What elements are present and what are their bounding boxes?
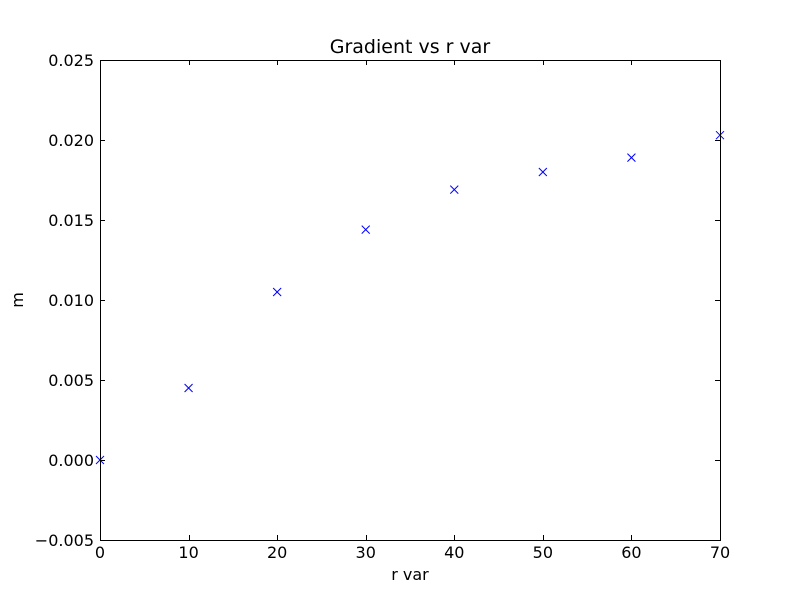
data-point: [627, 153, 636, 162]
data-point: [184, 383, 193, 393]
x-tick-label: 10: [178, 543, 198, 562]
x-tick-label: 70: [710, 543, 730, 562]
data-point: [449, 185, 459, 194]
x-tick-label: 30: [356, 543, 376, 562]
y-tick-label: 0.005: [48, 371, 94, 390]
data-point: [361, 225, 371, 234]
y-tick-label: 0.010: [48, 291, 94, 310]
chart-title: Gradient vs r var: [330, 36, 491, 58]
x-tick-label: 20: [267, 543, 287, 562]
data-point: [272, 287, 282, 297]
y-tick-label: 0.020: [48, 131, 94, 150]
x-tick-label: 0: [95, 543, 105, 562]
y-tick-label: 0.000: [48, 451, 94, 470]
y-tick-label: 0.015: [48, 211, 94, 230]
y-axis-label: m: [8, 292, 27, 308]
x-tick-label: 50: [533, 543, 553, 562]
x-axis-label: r var: [391, 565, 429, 584]
x-tick-label: 60: [621, 543, 641, 562]
axis-ticks: 0 10 20 30 40 50 60 70 −0.005 0.000 0.005 0.010 0.01…: [35, 51, 730, 562]
plot-frame: [100, 60, 721, 541]
x-tick-label: 40: [444, 543, 464, 562]
data-points: [95, 130, 725, 465]
y-tick-label: 0.025: [48, 51, 94, 70]
y-tick-label: −0.005: [35, 531, 94, 550]
data-point: [538, 167, 548, 177]
